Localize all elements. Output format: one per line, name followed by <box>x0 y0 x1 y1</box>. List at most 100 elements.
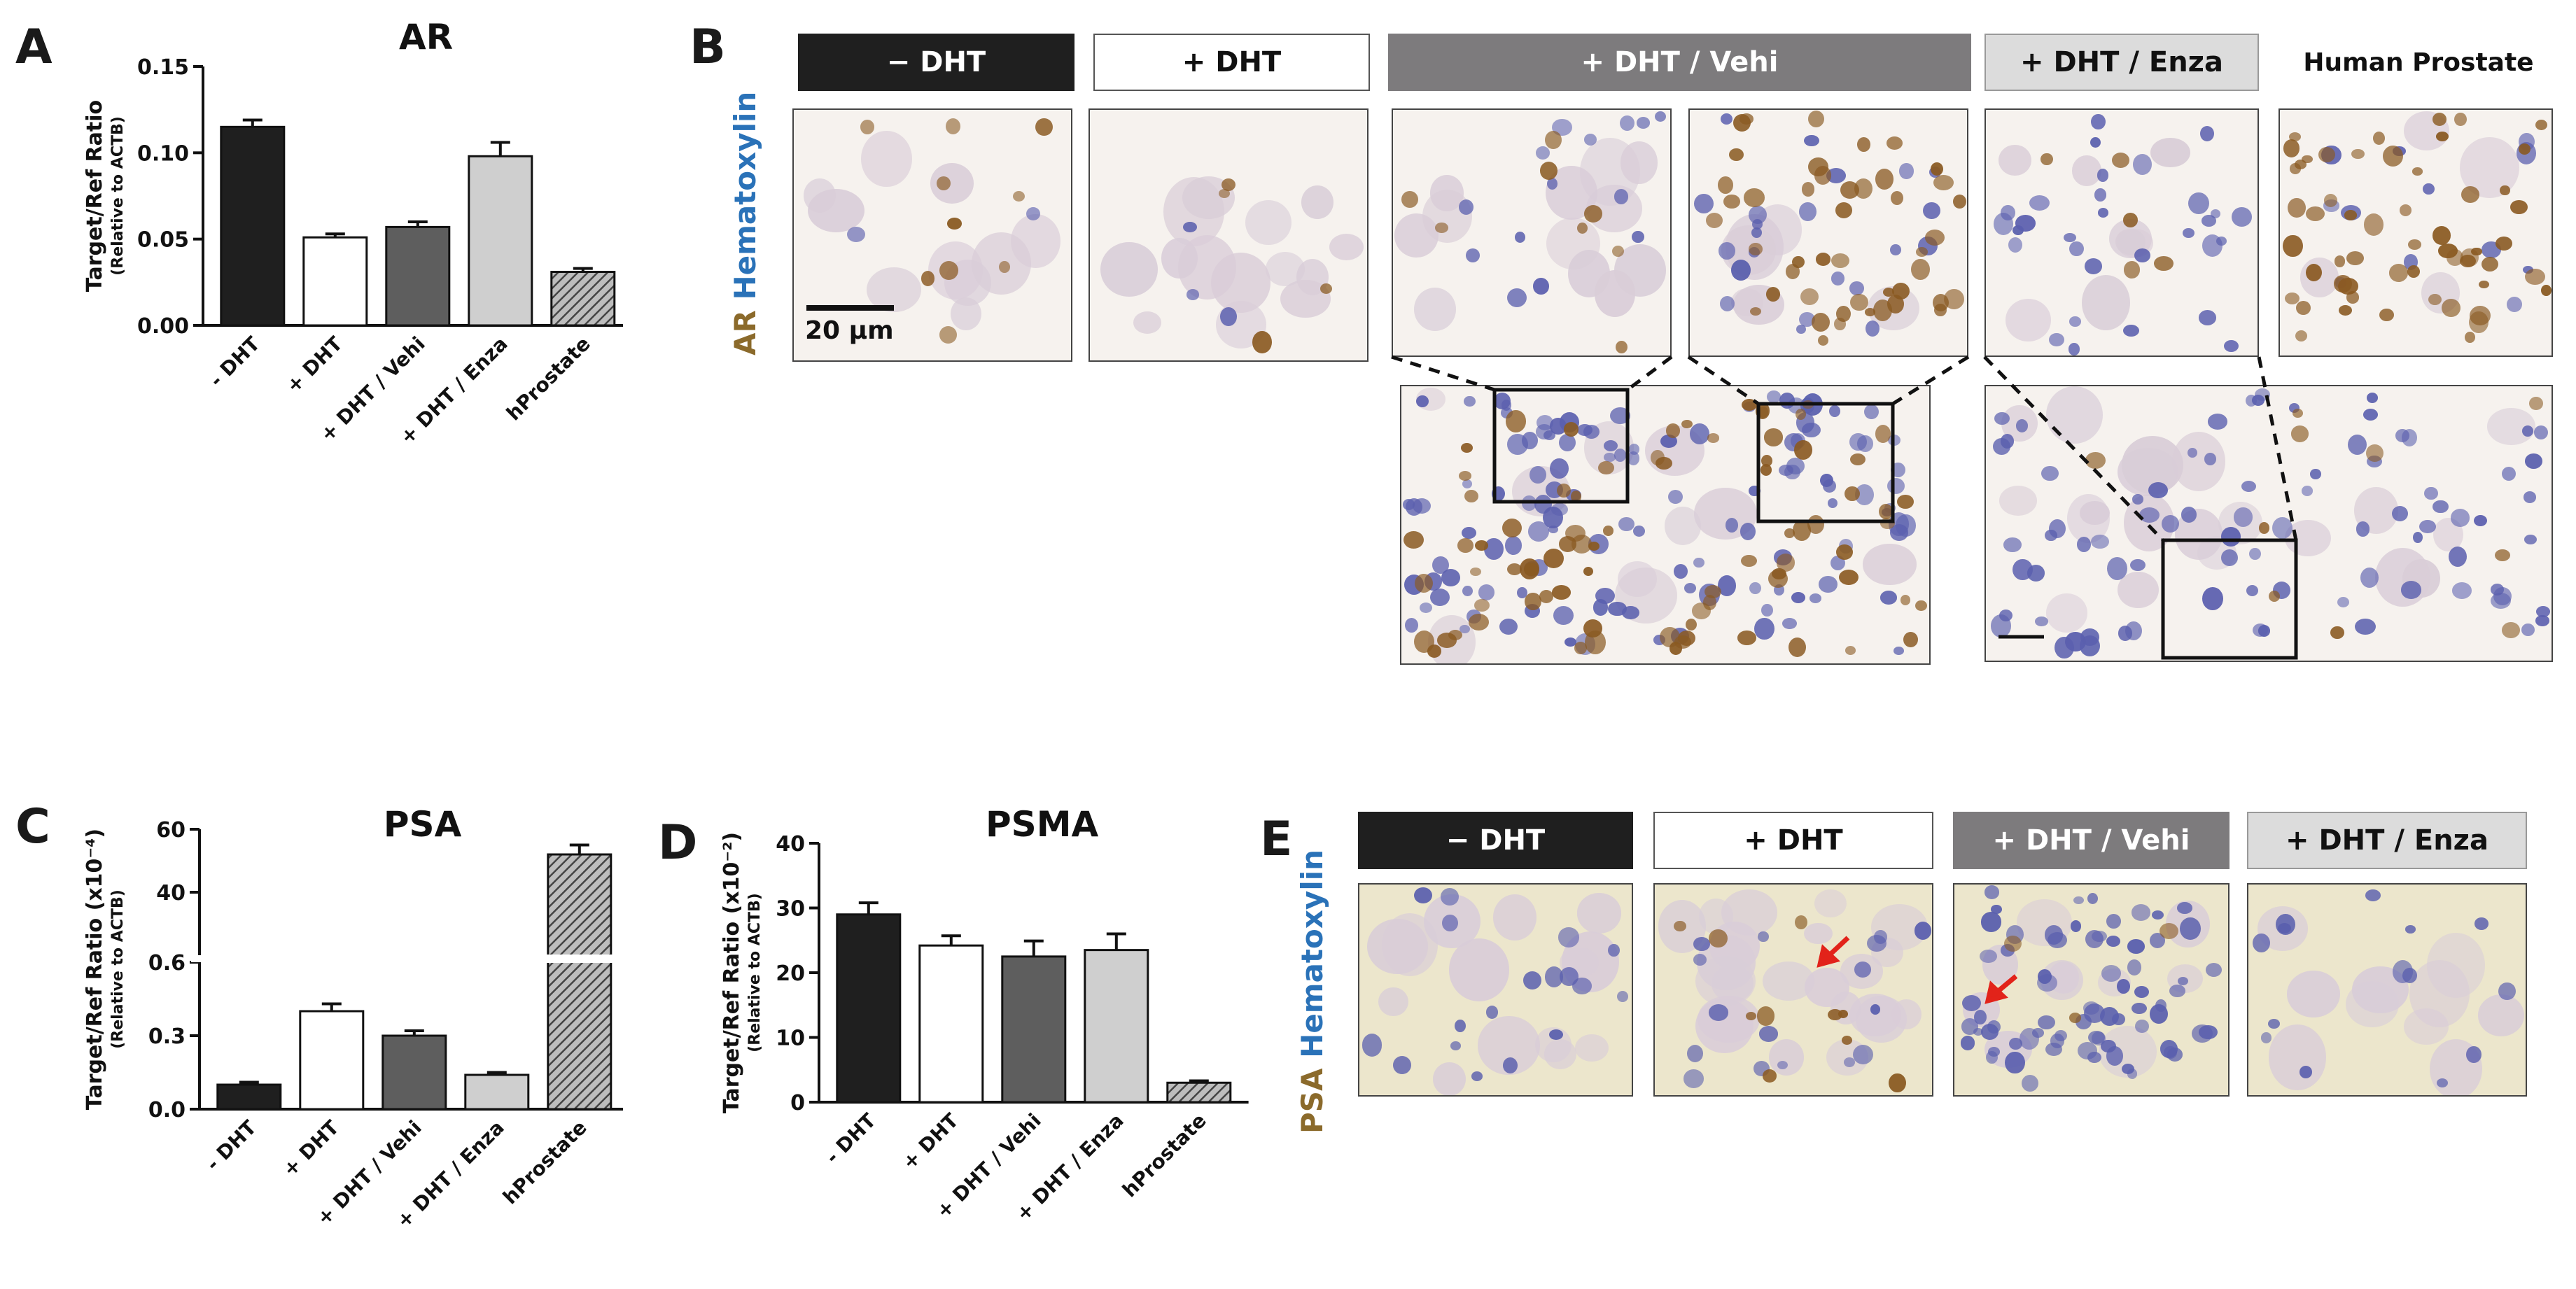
cell-nucleus <box>1749 582 1761 595</box>
cell-nucleus <box>1585 631 1606 654</box>
cell-nucleus <box>2334 255 2346 267</box>
panel-e-header-plus-dht: + DHT <box>1653 812 1933 869</box>
panel-b-header-dht-vehi: + DHT / Vehi <box>1388 34 1971 91</box>
cell-nucleus <box>1836 305 1851 323</box>
cell-nucleus <box>1991 904 2002 915</box>
cell-nucleus <box>2171 432 2225 492</box>
cell-nucleus <box>1420 602 1433 614</box>
cell-nucleus <box>1502 1057 1518 1074</box>
cell-nucleus <box>2123 213 2138 227</box>
cell-nucleus <box>1698 899 1733 935</box>
y-tick-label: 0.3 <box>148 1024 186 1049</box>
cell-nucleus <box>1394 213 1439 258</box>
cell-nucleus <box>2221 527 2241 547</box>
cell-nucleus <box>1401 190 1418 208</box>
cell-nucleus <box>1584 204 1603 223</box>
cell-nucleus <box>1924 230 1945 246</box>
cell-nucleus <box>1539 590 1554 603</box>
cell-nucleus <box>1784 528 1795 538</box>
cell-nucleus <box>1507 434 1528 455</box>
cell-nucleus <box>1576 893 1622 934</box>
cell-nucleus <box>1875 425 1891 443</box>
cell-nucleus <box>2344 210 2358 220</box>
cell-nucleus <box>1763 962 1815 1001</box>
cell-nucleus <box>2045 1042 2062 1057</box>
cell-nucleus <box>2180 507 2197 523</box>
cell-nucleus <box>1474 540 1488 551</box>
zoom-box-vehi-1 <box>1492 388 1630 504</box>
cell-nucleus <box>2159 923 2178 940</box>
cell-nucleus <box>2401 581 2422 599</box>
cell-nucleus <box>1801 182 1815 197</box>
cell-nucleus <box>1899 163 1914 179</box>
cell-nucleus <box>2269 1024 2326 1090</box>
cell-nucleus <box>1792 520 1811 541</box>
cell-nucleus <box>1602 526 1614 536</box>
cell-nucleus <box>2506 296 2522 313</box>
cell-nucleus <box>1415 395 1429 408</box>
panel-e-header-dht-enza: + DHT / Enza <box>2247 812 2527 869</box>
cell-nucleus <box>2318 147 2335 163</box>
cell-nucleus <box>1830 272 1845 286</box>
cell-nucleus <box>1814 166 1832 185</box>
chart-title: AR <box>399 17 453 57</box>
cell-nucleus <box>2155 999 2166 1012</box>
cell-nucleus <box>2096 169 2109 182</box>
cell-nucleus <box>2354 618 2376 635</box>
cell-nucleus <box>1186 289 1199 300</box>
cell-nucleus <box>1891 283 1910 300</box>
cell-nucleus <box>1758 931 1769 943</box>
cell-nucleus <box>2079 635 2100 656</box>
cell-nucleus <box>1992 437 2010 456</box>
cell-nucleus <box>1535 146 1550 160</box>
cell-nucleus <box>2112 152 2129 168</box>
cell-nucleus <box>1219 189 1230 199</box>
cell-nucleus <box>1574 642 1588 655</box>
cell-nucleus <box>1471 1071 1483 1081</box>
cell-nucleus <box>1801 422 1821 438</box>
psa-micrograph-minus-dht <box>1358 883 1633 1097</box>
psa-micrograph-dht-enza <box>2247 883 2527 1097</box>
cell-nucleus <box>921 271 935 286</box>
cell-nucleus <box>1655 456 1673 470</box>
cell-nucleus <box>1705 212 1723 229</box>
cell-nucleus <box>2419 519 2437 533</box>
y-tick-label: 0.05 <box>137 228 189 253</box>
cell-nucleus <box>2347 435 2367 456</box>
cell-nucleus <box>2436 132 2449 141</box>
panel-e-header-minus-dht: − DHT <box>1358 812 1633 869</box>
cell-nucleus <box>2299 1065 2313 1078</box>
cell-nucleus <box>2127 1069 2137 1079</box>
cell-nucleus <box>1565 525 1586 542</box>
cell-nucleus <box>1933 175 1954 191</box>
cell-nucleus <box>1998 145 2031 176</box>
cell-nucleus <box>1994 412 2010 425</box>
cell-nucleus <box>1814 889 1847 918</box>
cell-nucleus <box>2441 298 2460 318</box>
cell-nucleus <box>2045 529 2057 542</box>
cell-nucleus <box>1745 1012 1756 1021</box>
cell-nucleus <box>2346 251 2364 266</box>
cell-nucleus <box>2474 917 2489 930</box>
cell-nucleus <box>2123 261 2141 279</box>
cell-nucleus <box>1741 554 1758 568</box>
y-axis-sublabel: (Relative to ACTB) <box>109 116 127 276</box>
cell-nucleus <box>1693 557 1704 568</box>
cell-nucleus <box>1502 518 1522 537</box>
cell-nucleus <box>1301 185 1334 220</box>
cell-nucleus <box>939 260 959 281</box>
cell-nucleus <box>2356 521 2370 537</box>
cell-nucleus <box>2519 143 2531 155</box>
cell-nucleus <box>1441 888 1459 906</box>
cell-nucleus <box>2118 626 2132 641</box>
y-axis-sublabel: (Relative to ACTB) <box>746 893 764 1052</box>
cell-nucleus <box>1788 637 1807 658</box>
psa-micrograph-plus-dht <box>1653 883 1933 1097</box>
cell-nucleus <box>2451 509 2470 527</box>
cell-nucleus <box>1707 433 1720 443</box>
cell-nucleus <box>2424 486 2438 500</box>
cell-nucleus <box>1450 1041 1461 1050</box>
cell-nucleus <box>1548 526 1559 533</box>
cell-nucleus <box>1828 1009 1842 1021</box>
